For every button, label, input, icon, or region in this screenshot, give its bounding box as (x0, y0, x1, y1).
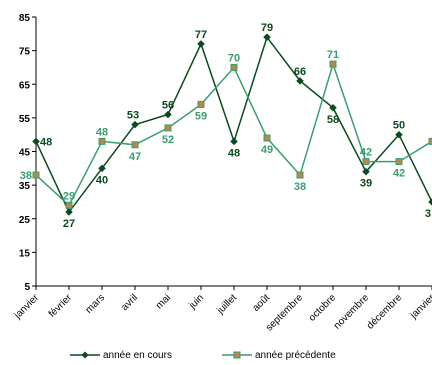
y-tick-label: 45 (19, 148, 31, 159)
data-point (230, 137, 238, 146)
data-label: 50 (393, 120, 405, 132)
data-point (65, 208, 73, 216)
data-point (395, 130, 403, 139)
data-point (197, 100, 205, 108)
data-label: 59 (195, 110, 207, 122)
data-label: 52 (162, 134, 174, 146)
data-label: 79 (261, 22, 273, 34)
data-label: 66 (294, 66, 306, 78)
data-label: 70 (228, 52, 240, 64)
y-tick-label: 75 (19, 47, 31, 58)
data-point (32, 171, 40, 179)
data-point (164, 124, 172, 132)
data-point (65, 201, 73, 209)
data-point (296, 77, 304, 85)
legend-marker (81, 351, 89, 359)
legend-label: année précédente (255, 350, 336, 361)
data-point (197, 40, 205, 48)
data-point (98, 137, 106, 145)
data-label: 42 (393, 168, 405, 180)
x-tick-label: décembre (365, 292, 405, 332)
data-point (362, 167, 370, 176)
data-label: 38 (294, 181, 306, 193)
data-label: 40 (96, 174, 108, 186)
data-label: 39 (360, 178, 372, 190)
x-tick-label: avril (119, 292, 140, 313)
data-label: 47 (129, 151, 141, 163)
data-point (98, 164, 106, 173)
x-axis-ticks: janvier février mars avril mai juin juillet aoû… (12, 286, 432, 334)
y-tick-label: 65 (19, 80, 31, 91)
chart-legend: année en cours année précédente (70, 350, 336, 361)
y-tick-label: 25 (19, 215, 31, 226)
y-tick-label: 55 (19, 114, 31, 125)
data-point (230, 63, 238, 71)
data-point (164, 110, 172, 119)
data-label: 42 (360, 147, 372, 159)
y-tick-label: 15 (19, 248, 31, 259)
data-label: 77 (195, 29, 207, 41)
x-tick-label: février (47, 292, 75, 320)
data-point (131, 141, 139, 149)
x-tick-label: octobre (307, 292, 339, 324)
data-label: 53 (127, 110, 139, 122)
data-label: 3 (425, 208, 431, 220)
data-label: 48 (96, 126, 108, 138)
data-label: 71 (327, 49, 339, 61)
x-tick-label: janvier (408, 292, 432, 322)
legend-label: année en cours (103, 350, 172, 361)
data-label: 38 (20, 170, 32, 182)
y-axis-ticks: 5 15 25 35 45 55 65 75 85 (19, 13, 36, 293)
y-tick-label: 35 (19, 181, 31, 192)
y-tick-label: 5 (24, 282, 30, 293)
data-label: 29 (63, 190, 75, 202)
data-point (296, 171, 304, 179)
x-tick-label: mai (154, 292, 173, 311)
data-label: 27 (63, 218, 75, 230)
data-label: 48 (40, 136, 52, 148)
data-point (329, 60, 337, 68)
data-labels: 48 27 40 53 56 77 48 79 66 58 39 50 3 38 29 48 47 52 59 70 4… (20, 22, 431, 230)
x-tick-label: janvier (12, 292, 42, 322)
data-point (263, 33, 271, 42)
data-label: 49 (261, 144, 273, 156)
x-tick-label: juillet (215, 292, 240, 317)
data-point (263, 134, 271, 142)
data-point (131, 120, 139, 129)
data-point (362, 158, 370, 166)
data-point (329, 103, 337, 112)
data-point (428, 198, 432, 206)
data-point (428, 137, 432, 145)
data-point (32, 137, 40, 146)
x-tick-label: août (251, 292, 273, 314)
data-label: 48 (228, 147, 240, 159)
data-label: 58 (327, 114, 339, 126)
chart-series (32, 33, 432, 216)
data-point (395, 158, 403, 166)
x-tick-label: juin (187, 292, 207, 312)
legend-marker (233, 351, 241, 359)
x-tick-label: mars (84, 292, 108, 316)
y-tick-label: 85 (19, 13, 31, 24)
data-label: 56 (162, 100, 174, 112)
